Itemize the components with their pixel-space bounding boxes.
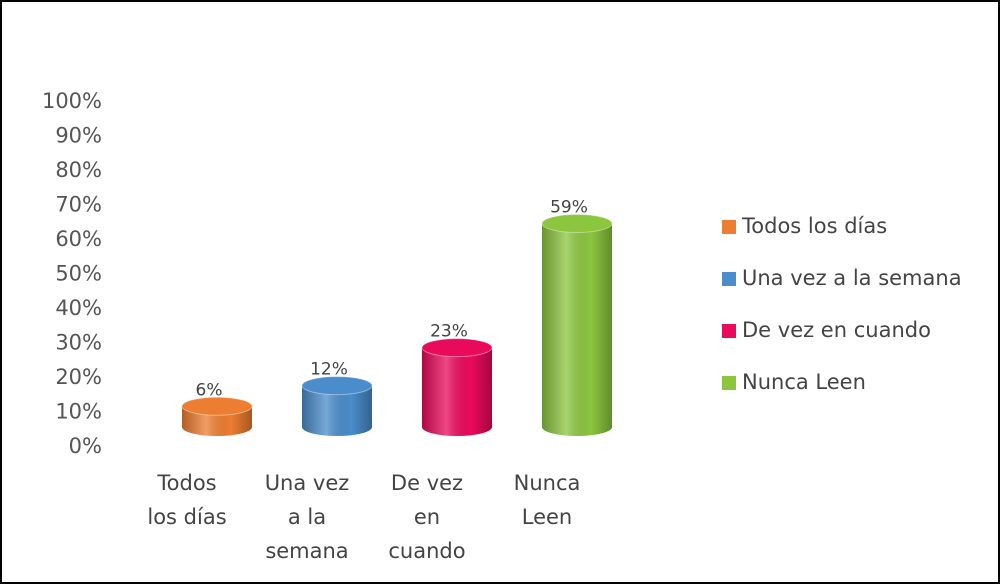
legend-label: Nunca Leen bbox=[742, 370, 866, 394]
bar-shade bbox=[422, 347, 492, 436]
bar-shade bbox=[542, 223, 612, 436]
y-tick-label: 70% bbox=[55, 193, 102, 217]
y-tick-label: 50% bbox=[55, 262, 102, 286]
y-tick-label: 10% bbox=[55, 400, 102, 424]
x-tick-label: De vez en cuando bbox=[388, 471, 466, 563]
legend-label: Todos los días bbox=[741, 214, 887, 238]
data-label: 23% bbox=[430, 322, 468, 342]
data-label: 12% bbox=[310, 360, 348, 380]
x-tick-label: Una vez a la semana bbox=[264, 471, 350, 563]
legend-label: Una vez a la semana bbox=[742, 266, 962, 290]
legend-swatch bbox=[722, 220, 736, 234]
bar-top bbox=[181, 396, 253, 416]
data-label: 59% bbox=[550, 197, 588, 217]
x-tick-label: Todos los días bbox=[147, 471, 227, 529]
y-tick-label: 20% bbox=[55, 365, 102, 389]
bar-shade bbox=[302, 385, 372, 436]
y-tick-label: 100% bbox=[42, 89, 102, 113]
y-tick-label: 0% bbox=[69, 434, 102, 458]
y-tick-label: 40% bbox=[55, 296, 102, 320]
legend-swatch bbox=[722, 272, 736, 286]
x-tick-label: Nunca Leen bbox=[513, 471, 581, 529]
y-tick-label: 60% bbox=[55, 227, 102, 251]
y-tick-label: 30% bbox=[55, 331, 102, 355]
data-label: 6% bbox=[196, 380, 223, 400]
legend-swatch bbox=[722, 324, 736, 338]
legend-swatch bbox=[722, 376, 736, 390]
bar-top bbox=[421, 338, 493, 358]
legend-label: De vez en cuando bbox=[742, 318, 931, 342]
y-tick-label: 80% bbox=[55, 158, 102, 182]
bar-shade bbox=[182, 406, 252, 436]
y-tick-label: 90% bbox=[55, 124, 102, 148]
bar-top bbox=[541, 213, 613, 233]
bar-top bbox=[301, 376, 373, 396]
